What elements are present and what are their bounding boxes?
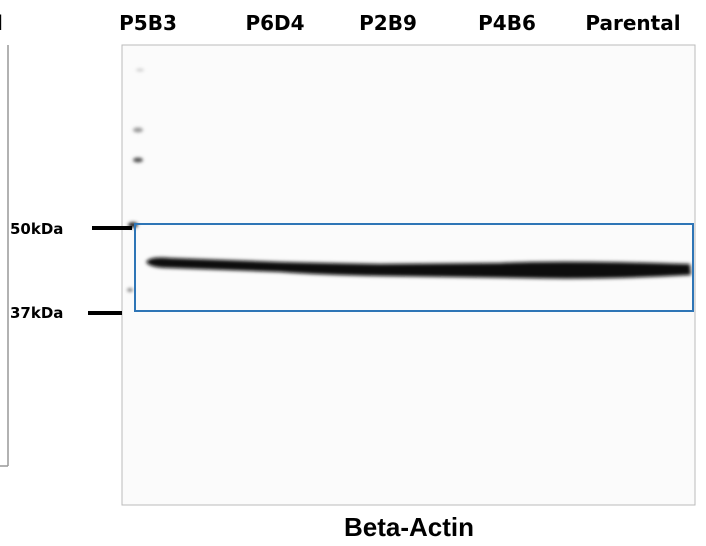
caption: Beta-Actin [344,512,474,542]
left-panel-label: l [0,11,3,35]
blot-figure: l P5B3 P6D4 P2B9 P4B6 Parental 50kDa 37k… [0,0,706,546]
lane-label: P4B6 [478,11,536,35]
lane-label: Parental [585,11,680,35]
lane-label: P2B9 [359,11,417,35]
figure: l P5B3 P6D4 P2B9 P4B6 Parental 50kDa 37k… [0,0,706,546]
marker-label: 37kDa [10,304,63,322]
marker-label: 50kDa [10,220,63,238]
lane-label: P6D4 [245,11,304,35]
lane-label: P5B3 [119,11,177,35]
